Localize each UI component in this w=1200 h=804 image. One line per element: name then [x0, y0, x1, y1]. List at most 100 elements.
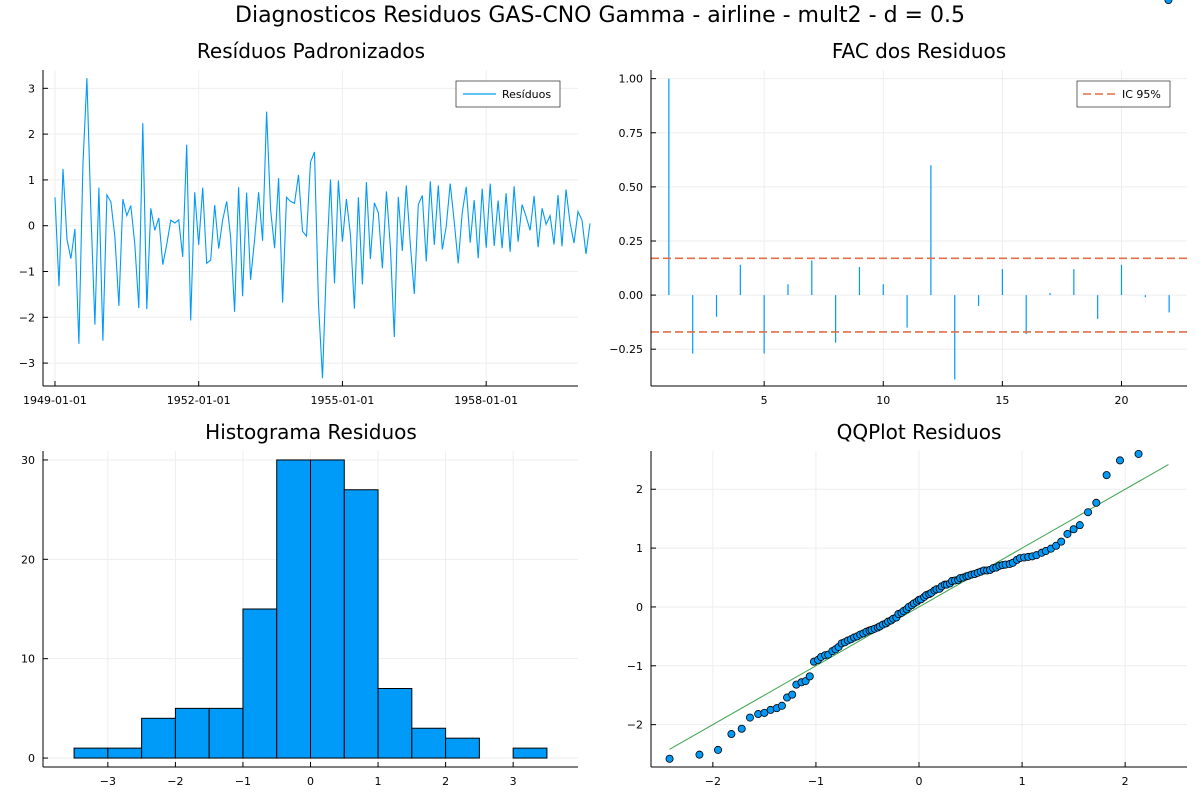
histogram-bar	[107, 747, 143, 759]
x-tick-label: 1955-01-01	[310, 394, 374, 407]
y-tick-label: 2	[28, 128, 35, 141]
qq-point	[695, 750, 704, 759]
acf-gridlines	[651, 70, 1187, 386]
y-tick-label: 10	[21, 653, 35, 666]
y-tick-label: 0.00	[619, 289, 644, 302]
residuals-panel: Resíduos Padronizados 1949-01-01 1952-01-…	[19, 39, 591, 407]
qq-point	[665, 754, 674, 763]
x-tick-label: 0	[916, 775, 923, 788]
histogram-bar	[310, 459, 345, 759]
qq-point	[1063, 529, 1072, 538]
x-tick-label: 10	[876, 394, 890, 407]
histogram-bar	[445, 737, 480, 759]
qq-point	[1102, 471, 1111, 480]
y-tick-label: −2	[627, 719, 643, 732]
y-tick-label: −3	[19, 357, 35, 370]
x-tick-label: 20	[1114, 394, 1128, 407]
qqplot-axes: −2 −1 0 1 2 −2 −1 0 1 2	[627, 451, 1187, 788]
x-tick-label: 2	[1122, 775, 1129, 788]
x-tick-label: −1	[808, 775, 824, 788]
qqplot-gridlines	[651, 451, 1187, 767]
x-tick-label: −1	[235, 775, 251, 788]
acf-axes: 5 10 15 20 −0.25 0.00 0.25 0.50 0.75 1.00	[609, 70, 1187, 407]
qq-point	[727, 730, 736, 739]
histogram-bar	[512, 747, 548, 759]
histogram-bar	[141, 717, 176, 759]
x-tick-label: 1952-01-01	[167, 394, 231, 407]
histogram-bar	[174, 707, 210, 759]
x-tick-label: 1958-01-01	[454, 394, 518, 407]
acf-legend-box	[1076, 80, 1171, 108]
qq-point	[745, 713, 754, 722]
y-tick-label: 0	[636, 601, 643, 614]
qq-point	[737, 724, 746, 733]
x-tick-label: 5	[761, 394, 768, 407]
y-tick-label: 0	[28, 220, 35, 233]
qq-point	[1075, 521, 1084, 530]
acf-panel: FAC dos Residuos 5 10 15 20 −0.25 0.00 0.25 0.5…	[609, 39, 1187, 407]
qq-point	[788, 690, 797, 699]
y-tick-label: −1	[19, 266, 35, 279]
x-tick-label: 0	[307, 775, 314, 788]
qq-point	[777, 701, 786, 710]
qq-point	[1069, 525, 1078, 534]
qq-point	[1134, 449, 1143, 458]
acf-marks	[651, 78, 1187, 380]
histogram-bar	[377, 687, 413, 759]
qqplot-title: QQPlot Residuos	[837, 420, 1002, 444]
histogram-marks	[73, 459, 548, 759]
figure-title: Diagnosticos Residuos GAS-CNO Gamma - ai…	[235, 3, 965, 28]
y-tick-label: 0	[28, 752, 35, 765]
qq-point	[805, 672, 814, 681]
y-tick-label: −0.25	[609, 343, 643, 356]
x-tick-label: −3	[100, 775, 116, 788]
x-tick-label: −2	[167, 775, 183, 788]
histogram-bar	[208, 707, 244, 759]
y-tick-label: 1	[636, 542, 643, 555]
residuals-series-line	[54, 78, 591, 379]
histogram-bar	[343, 489, 379, 759]
y-tick-label: 0.25	[619, 235, 644, 248]
histogram-bar	[276, 459, 312, 759]
histogram-bar	[73, 747, 109, 759]
histogram-bar	[242, 608, 278, 759]
residuals-legend: Resíduos	[455, 80, 561, 108]
y-tick-label: 3	[28, 82, 35, 95]
x-tick-label: 2	[442, 775, 449, 788]
histogram-title: Histograma Residuos	[205, 420, 417, 444]
qq-point	[714, 745, 723, 754]
histogram-bar	[411, 727, 447, 759]
acf-legend-label: IC 95%	[1122, 88, 1161, 101]
y-tick-label: 30	[21, 454, 35, 467]
y-tick-label: 2	[636, 483, 643, 496]
x-tick-label: 15	[995, 394, 1009, 407]
acf-title: FAC dos Residuos	[832, 39, 1006, 63]
qq-point	[1092, 498, 1101, 507]
y-tick-label: 20	[21, 553, 35, 566]
residuals-axes: 1949-01-01 1952-01-01 1955-01-01 1958-01-01…	[19, 70, 578, 407]
x-tick-label: 1949-01-01	[23, 394, 87, 407]
y-tick-label: 1	[28, 174, 35, 187]
qq-point	[1057, 537, 1066, 546]
qq-point	[1052, 541, 1061, 550]
y-tick-label: −1	[627, 660, 643, 673]
y-tick-label: 0.75	[619, 127, 644, 140]
x-tick-label: −2	[705, 775, 721, 788]
residuals-legend-label: Resíduos	[502, 88, 551, 101]
x-tick-label: 1	[375, 775, 382, 788]
qq-point	[1116, 456, 1125, 465]
qqplot-marks	[665, 0, 1173, 763]
x-tick-label: 1	[1019, 775, 1026, 788]
x-tick-label: 3	[510, 775, 517, 788]
residuals-marks	[54, 78, 591, 379]
qq-point	[1084, 508, 1093, 517]
y-tick-label: 0.50	[619, 181, 644, 194]
residuals-gridlines	[43, 70, 578, 386]
y-tick-label: 1.00	[619, 73, 644, 86]
y-tick-label: −2	[19, 311, 35, 324]
residuals-title: Resíduos Padronizados	[197, 39, 425, 63]
